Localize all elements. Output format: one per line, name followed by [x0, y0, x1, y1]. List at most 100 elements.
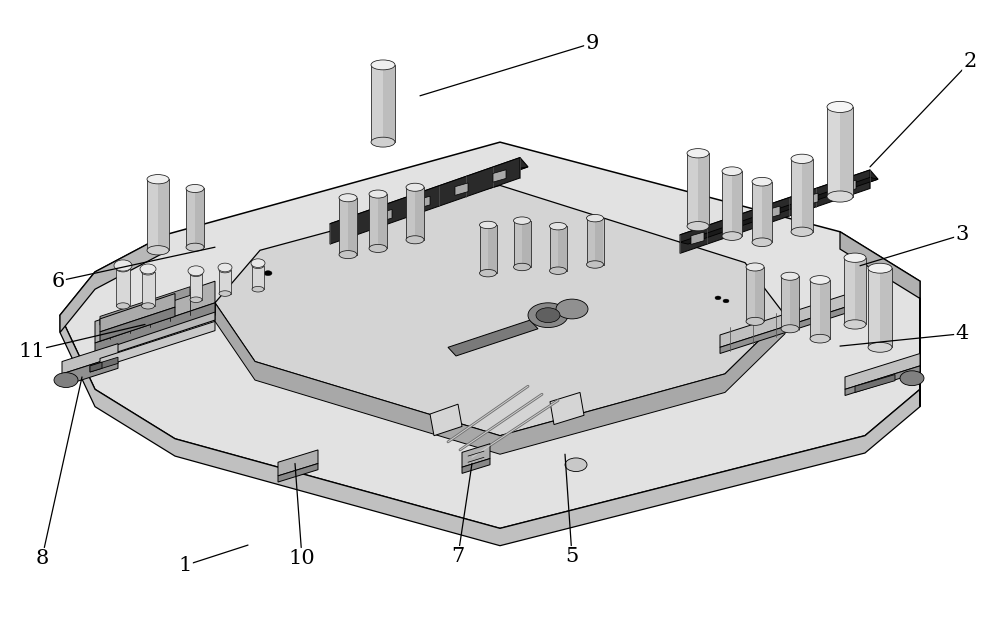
- Ellipse shape: [142, 269, 154, 275]
- Ellipse shape: [252, 286, 264, 292]
- Circle shape: [723, 299, 729, 303]
- Bar: [781, 276, 799, 329]
- Ellipse shape: [369, 245, 387, 252]
- Polygon shape: [802, 159, 813, 232]
- Circle shape: [565, 458, 587, 472]
- Ellipse shape: [868, 342, 892, 352]
- Circle shape: [251, 259, 265, 268]
- Text: 2: 2: [870, 53, 977, 167]
- Polygon shape: [215, 185, 785, 436]
- Polygon shape: [379, 210, 392, 222]
- Polygon shape: [90, 362, 102, 372]
- Polygon shape: [62, 356, 118, 386]
- Ellipse shape: [844, 320, 866, 329]
- Polygon shape: [448, 320, 538, 356]
- Polygon shape: [595, 218, 603, 265]
- Polygon shape: [729, 219, 742, 232]
- Polygon shape: [680, 170, 878, 244]
- Ellipse shape: [514, 263, 530, 271]
- Ellipse shape: [687, 148, 709, 158]
- Polygon shape: [845, 366, 920, 396]
- Polygon shape: [680, 170, 870, 253]
- Text: 3: 3: [860, 226, 969, 266]
- Ellipse shape: [827, 191, 853, 202]
- Polygon shape: [278, 464, 318, 482]
- Bar: [687, 153, 709, 226]
- Ellipse shape: [722, 167, 742, 176]
- Ellipse shape: [219, 291, 231, 297]
- Ellipse shape: [810, 334, 830, 343]
- Bar: [252, 266, 264, 289]
- Ellipse shape: [480, 221, 496, 229]
- Ellipse shape: [827, 101, 853, 112]
- Polygon shape: [558, 226, 566, 271]
- Polygon shape: [215, 303, 785, 454]
- Circle shape: [54, 373, 78, 387]
- Bar: [722, 171, 742, 236]
- Ellipse shape: [116, 303, 130, 309]
- Ellipse shape: [339, 194, 357, 201]
- Text: 11: 11: [19, 324, 145, 360]
- Polygon shape: [840, 232, 920, 407]
- Polygon shape: [732, 171, 742, 236]
- Ellipse shape: [752, 238, 772, 247]
- Ellipse shape: [219, 267, 231, 273]
- Polygon shape: [845, 353, 920, 389]
- Polygon shape: [100, 294, 175, 332]
- Bar: [752, 182, 772, 242]
- Bar: [406, 187, 424, 240]
- Bar: [868, 268, 892, 347]
- Bar: [116, 269, 130, 306]
- Ellipse shape: [781, 272, 799, 280]
- Ellipse shape: [687, 221, 709, 231]
- Polygon shape: [462, 444, 490, 467]
- Polygon shape: [680, 177, 878, 244]
- Polygon shape: [95, 303, 215, 352]
- Bar: [369, 194, 387, 248]
- Polygon shape: [430, 404, 462, 436]
- Ellipse shape: [722, 232, 742, 240]
- Bar: [339, 198, 357, 255]
- Polygon shape: [855, 258, 866, 324]
- Polygon shape: [550, 392, 584, 425]
- Ellipse shape: [480, 269, 496, 277]
- Ellipse shape: [190, 297, 202, 303]
- Polygon shape: [62, 344, 118, 374]
- Polygon shape: [843, 180, 856, 193]
- Ellipse shape: [791, 154, 813, 163]
- Ellipse shape: [810, 276, 830, 284]
- Ellipse shape: [147, 245, 169, 255]
- Polygon shape: [195, 188, 204, 247]
- Ellipse shape: [190, 271, 202, 276]
- Ellipse shape: [371, 137, 395, 147]
- Ellipse shape: [339, 251, 357, 258]
- Circle shape: [188, 266, 204, 276]
- Bar: [791, 159, 813, 232]
- Polygon shape: [60, 142, 920, 528]
- Polygon shape: [790, 276, 799, 329]
- Polygon shape: [330, 167, 528, 235]
- Ellipse shape: [550, 222, 566, 230]
- Ellipse shape: [781, 325, 799, 332]
- Polygon shape: [415, 187, 424, 240]
- Polygon shape: [417, 196, 430, 208]
- Polygon shape: [90, 357, 118, 372]
- Circle shape: [528, 303, 568, 328]
- Polygon shape: [158, 179, 169, 250]
- Circle shape: [254, 266, 262, 271]
- Polygon shape: [820, 280, 830, 339]
- Polygon shape: [855, 375, 895, 392]
- Bar: [827, 107, 853, 197]
- Bar: [550, 226, 567, 271]
- Polygon shape: [330, 158, 520, 244]
- Polygon shape: [462, 459, 490, 473]
- Bar: [514, 221, 531, 267]
- Polygon shape: [805, 193, 818, 205]
- Ellipse shape: [142, 303, 154, 309]
- Polygon shape: [488, 225, 496, 273]
- Bar: [190, 274, 202, 300]
- Text: 10: 10: [289, 464, 315, 567]
- Ellipse shape: [586, 261, 604, 268]
- Text: 8: 8: [35, 377, 82, 567]
- Polygon shape: [840, 107, 853, 197]
